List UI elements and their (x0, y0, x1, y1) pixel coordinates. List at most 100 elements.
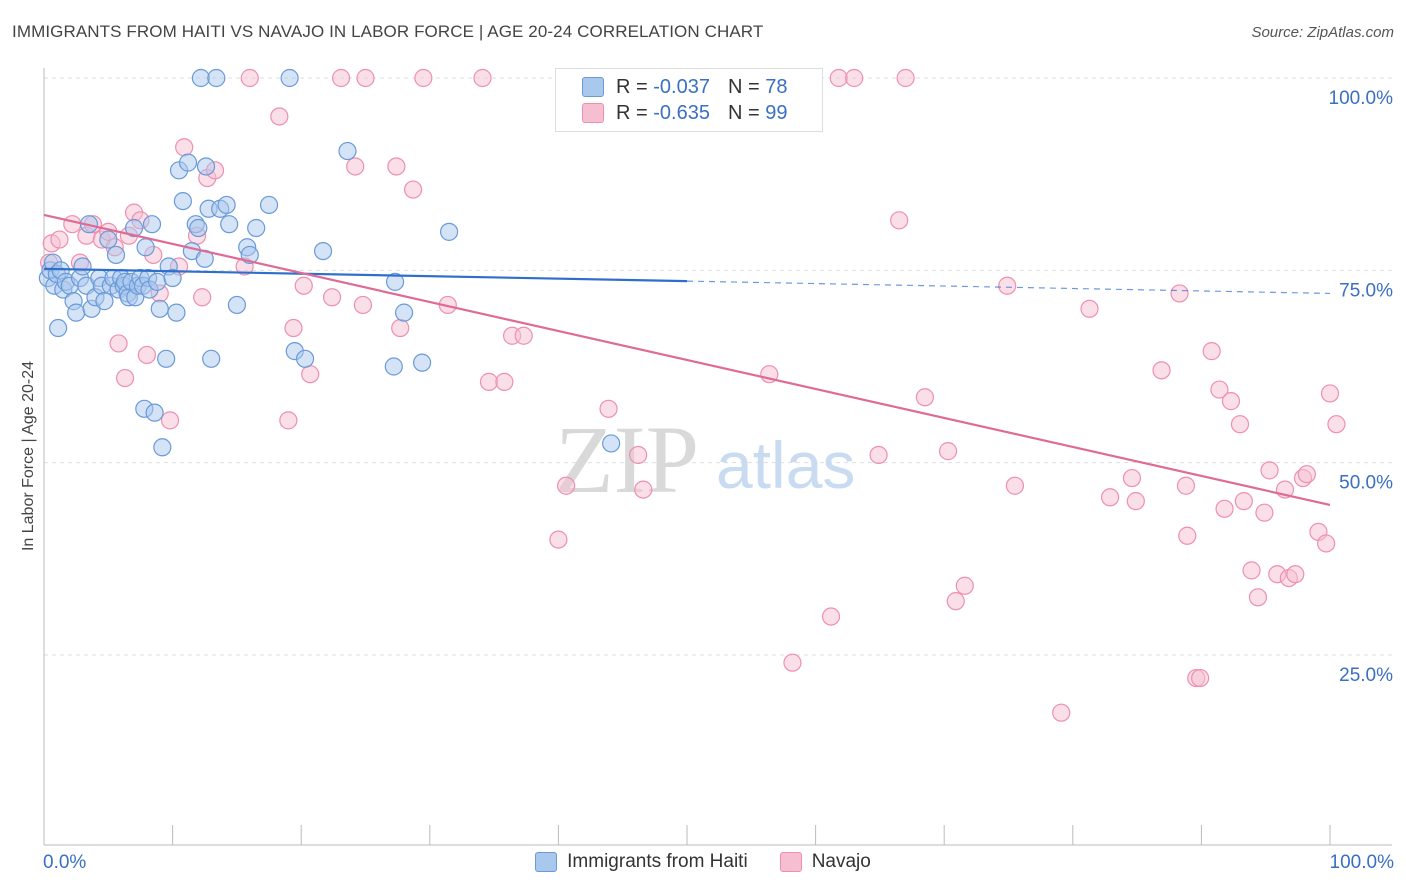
haiti-point (384, 357, 403, 376)
legend-swatch-navajo (582, 103, 604, 123)
legend-r-label: R = (616, 101, 648, 124)
navajo-point (1230, 415, 1250, 434)
navajo-point (403, 180, 423, 199)
navajo-point (1260, 461, 1279, 480)
navajo-point (1297, 465, 1316, 484)
correlation-legend: R = -0.037 N = 78 R = -0.635 N = 99 (555, 68, 823, 132)
haiti-point (202, 349, 221, 368)
navajo-point (63, 215, 82, 234)
source-label: Source: ZipAtlas.com (1251, 24, 1394, 41)
navajo-point (109, 334, 128, 353)
series-haiti-points (38, 68, 621, 457)
legend-swatch-haiti (535, 852, 558, 872)
navajo-point (1327, 415, 1346, 434)
haiti-point (259, 195, 279, 215)
haiti-point (67, 303, 86, 322)
navajo-point (1126, 492, 1145, 511)
haiti-point (167, 303, 186, 322)
haiti-point (313, 242, 333, 261)
haiti-point (142, 215, 162, 234)
haiti-point (280, 68, 299, 88)
navajo-point (473, 68, 492, 88)
navajo-point (294, 276, 313, 295)
navajo-point (1176, 476, 1196, 495)
y-tick-labels: 25.0% 50.0% 75.0% 100.0% (1329, 88, 1394, 686)
legend-r-value-navajo: -0.635 (653, 101, 710, 124)
legend-swatch-haiti (582, 77, 604, 97)
navajo-point (50, 230, 69, 249)
series-navajo-points (40, 68, 1346, 722)
y-tick-label: 50.0% (1339, 473, 1393, 494)
haiti-point (136, 238, 155, 257)
navajo-point (331, 68, 351, 88)
haiti-point (439, 222, 459, 241)
navajo-trend-line (43, 213, 1331, 507)
navajo-point (599, 399, 618, 418)
series-legend: Immigrants from Haiti Navajo (0, 851, 1406, 873)
haiti-point (157, 349, 176, 368)
haiti-point (99, 230, 118, 249)
navajo-point (1317, 534, 1336, 553)
navajo-point (821, 607, 841, 626)
grid-layer (44, 77, 1392, 656)
navajo-point (284, 318, 303, 338)
navajo-point (1152, 361, 1171, 380)
navajo-point (890, 211, 909, 230)
navajo-point (1052, 703, 1071, 722)
navajo-point (1234, 492, 1253, 511)
navajo-point (1255, 503, 1274, 522)
navajo-point (829, 68, 848, 88)
navajo-point (1215, 499, 1234, 518)
haiti-point (95, 292, 114, 311)
haiti-point (124, 218, 144, 238)
navajo-point (1005, 476, 1025, 495)
navajo-point (1178, 526, 1197, 545)
navajo-point (301, 365, 320, 384)
legend-row-navajo: R = -0.635 N = 99 (582, 101, 787, 125)
navajo-point (557, 476, 576, 495)
navajo-point (549, 530, 568, 549)
haiti-point (163, 268, 182, 288)
navajo-point (346, 157, 365, 176)
haiti-point (602, 434, 621, 453)
haiti-point (191, 68, 210, 88)
haiti-point (148, 272, 167, 291)
watermark-atlas: atlas (716, 428, 855, 502)
haiti-point (227, 295, 246, 315)
navajo-point (115, 368, 135, 388)
haiti-point (220, 215, 239, 234)
navajo-point (845, 68, 864, 88)
navajo-point (1286, 565, 1305, 584)
haiti-point (412, 353, 432, 372)
navajo-point (322, 288, 342, 307)
haiti-point (189, 218, 208, 238)
y-tick-label: 25.0% (1339, 665, 1393, 686)
haiti-point (73, 257, 92, 276)
navajo-point (998, 276, 1017, 295)
navajo-point (1080, 299, 1099, 318)
haiti-point (49, 318, 68, 338)
haiti-point (145, 403, 164, 422)
navajo-point (1248, 588, 1268, 607)
navajo-point (1202, 342, 1221, 361)
haiti-point (247, 218, 266, 238)
haiti-point (394, 303, 414, 322)
navajo-point (955, 576, 974, 595)
legend-item-haiti: Immigrants from Haiti (535, 851, 748, 873)
navajo-point (938, 442, 958, 461)
navajo-point (1320, 384, 1340, 403)
navajo-point (353, 295, 373, 315)
haiti-point (217, 195, 236, 215)
navajo-point (869, 445, 888, 465)
legend-r-value-haiti: -0.037 (653, 75, 710, 98)
haiti-point (173, 191, 192, 211)
navajo-point (160, 411, 180, 430)
navajo-point (514, 326, 533, 345)
legend-label-navajo: Navajo (811, 851, 871, 872)
legend-n-value-navajo: 99 (765, 101, 788, 124)
legend-r-label: R = (616, 75, 648, 98)
navajo-point (1210, 380, 1229, 399)
navajo-point (387, 157, 406, 176)
navajo-point (1191, 668, 1210, 688)
